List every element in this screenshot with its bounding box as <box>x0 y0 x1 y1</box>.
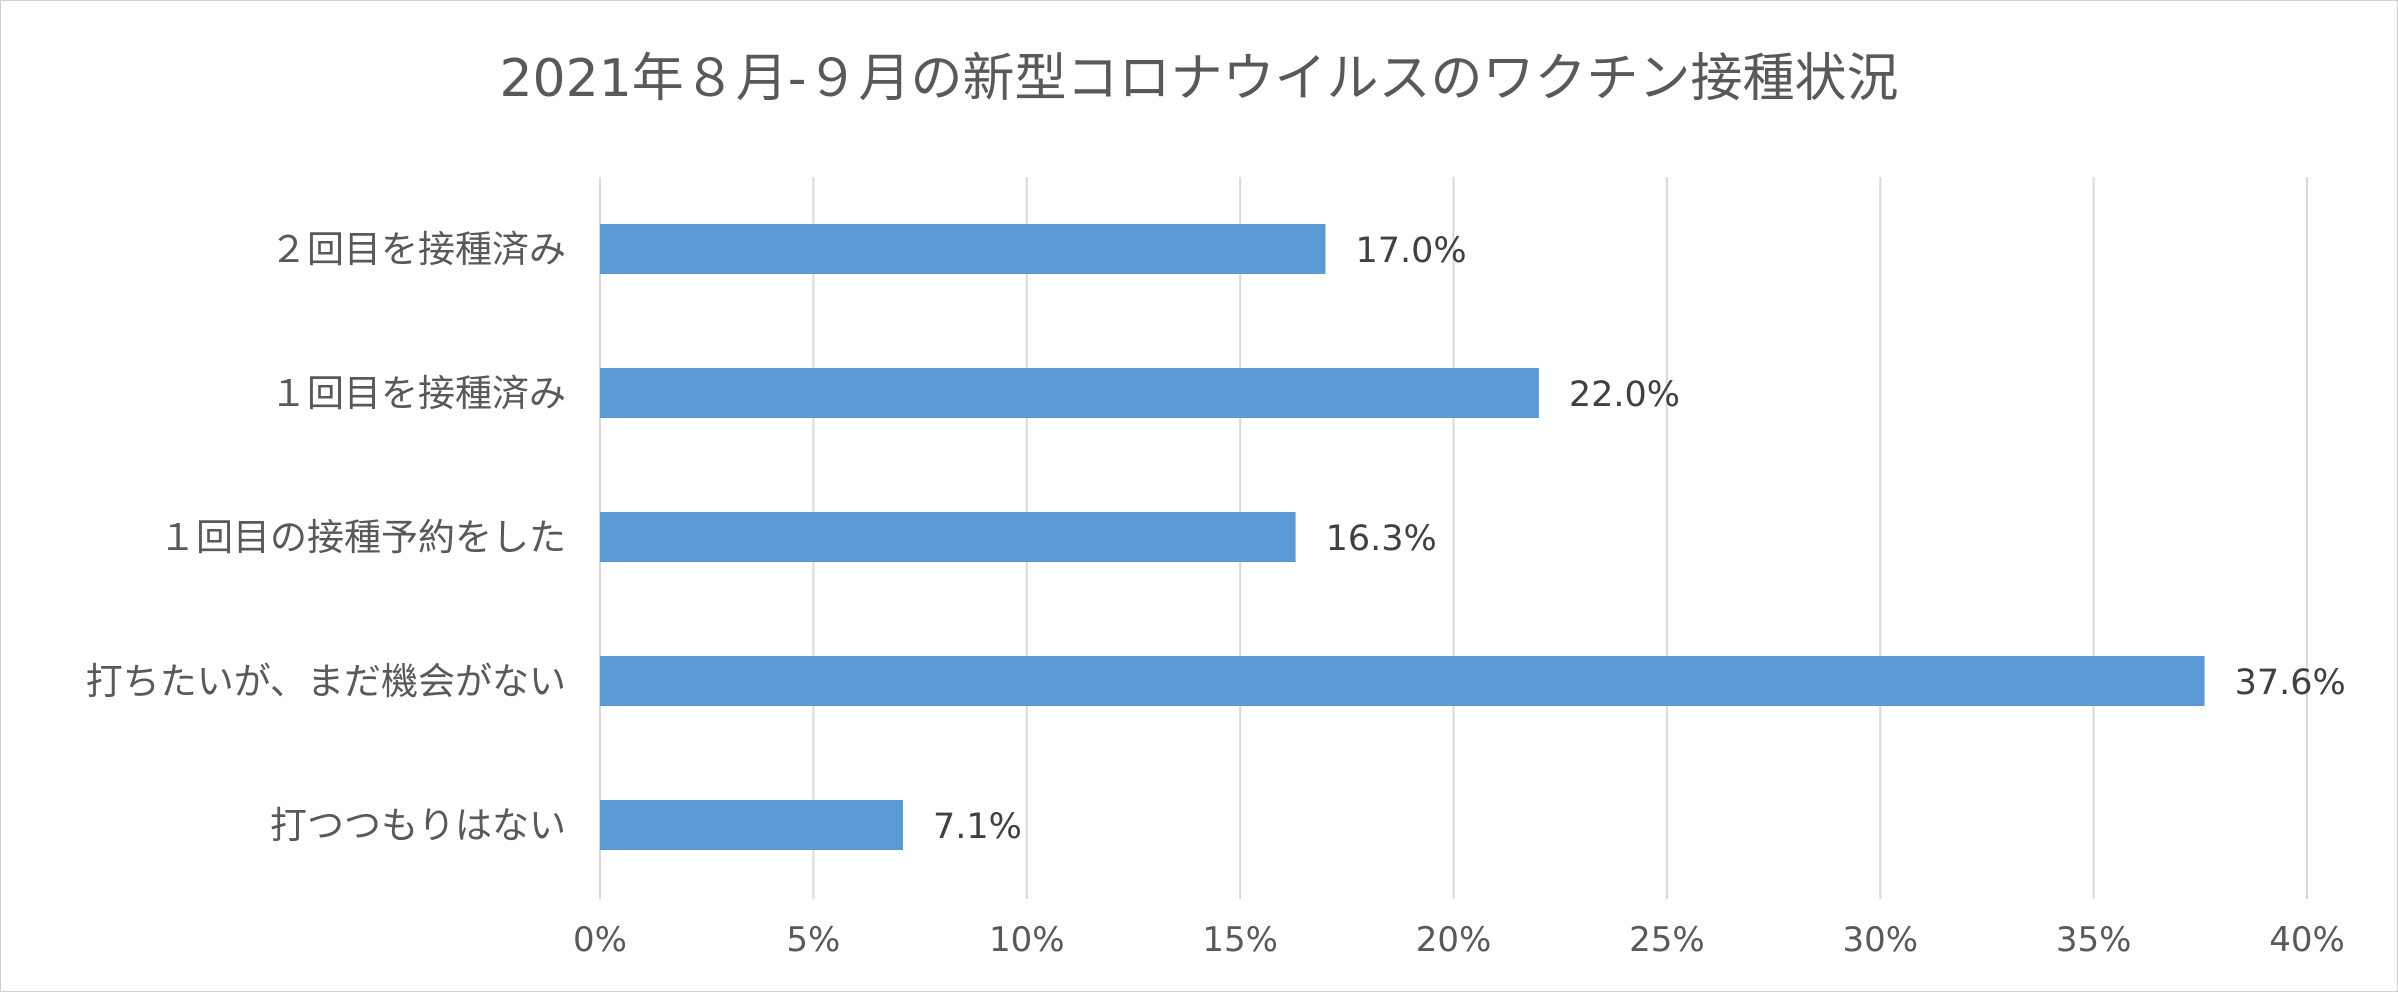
gridlines <box>599 177 2308 899</box>
data-label: 17.0% <box>1355 231 1466 271</box>
bar <box>600 368 1539 418</box>
x-tick-label: 0% <box>573 920 627 960</box>
labels: 0% 5% 10% 15% 20% 25% 30% 35% 40% ２回目を接種済み 17.0% １回… <box>86 228 2346 960</box>
bar <box>600 224 1326 274</box>
x-tick-label: 25% <box>1629 920 1705 960</box>
bar <box>600 800 903 850</box>
category-label: １回目の接種予約をした <box>159 516 566 559</box>
data-label: 7.1% <box>933 807 1022 847</box>
x-tick-label: 10% <box>989 920 1065 960</box>
x-tick-label: 35% <box>2056 920 2132 960</box>
x-tick-label: 30% <box>1842 920 1918 960</box>
data-label: 22.0% <box>1569 375 1680 415</box>
x-tick-label: 5% <box>786 920 840 960</box>
category-label: ２回目を接種済み <box>270 228 566 271</box>
x-tick-label: 20% <box>1416 920 1492 960</box>
bars <box>600 224 2205 850</box>
category-label: 打つつもりはない <box>270 804 566 847</box>
data-label: 16.3% <box>1326 519 1437 559</box>
bar <box>600 512 1296 562</box>
data-label: 37.6% <box>2235 663 2346 703</box>
chart-title: 2021年８月-９月の新型コロナウイルスのワクチン接種状況 <box>499 49 1898 109</box>
bar <box>600 656 2205 706</box>
category-label: １回目を接種済み <box>270 372 566 415</box>
x-tick-label: 15% <box>1202 920 1278 960</box>
x-tick-label: 40% <box>2269 920 2345 960</box>
category-label: 打ちたいが、まだ機会がない <box>86 660 566 703</box>
